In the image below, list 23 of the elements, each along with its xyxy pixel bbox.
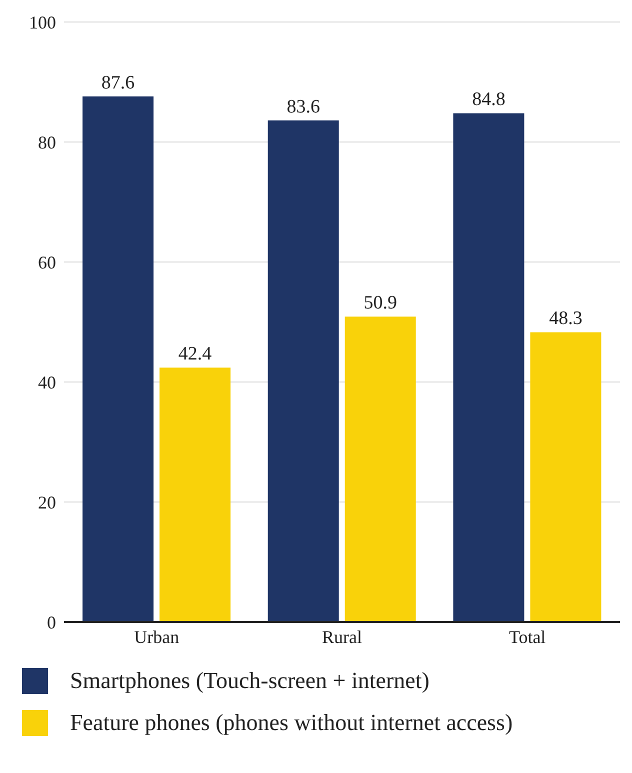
y-tick-label: 60 — [38, 252, 56, 272]
data-label: 84.8 — [472, 89, 506, 110]
bar — [268, 120, 339, 622]
data-label: 48.3 — [549, 308, 582, 330]
y-tick-label: 40 — [38, 372, 56, 392]
y-tick-label: 80 — [38, 132, 56, 152]
data-label: 87.6 — [101, 72, 135, 94]
data-label: 83.6 — [286, 96, 320, 118]
legend-label: Feature phones (phones without internet access) — [70, 709, 513, 737]
x-tick-label: Rural — [322, 626, 362, 647]
x-tick-label: Total — [508, 626, 546, 647]
bar — [453, 113, 524, 622]
bar — [530, 332, 602, 622]
x-tick-label: Urban — [134, 626, 180, 647]
bar — [82, 96, 154, 622]
y-tick-label: 100 — [29, 12, 56, 32]
legend-label: Smartphones (Touch-screen + internet) — [70, 667, 430, 695]
bar — [160, 368, 231, 622]
data-label: 50.9 — [364, 292, 397, 314]
data-label: 42.4 — [178, 344, 212, 365]
y-tick-label: 20 — [38, 492, 56, 512]
y-tick-label: 0 — [47, 612, 56, 632]
bar — [344, 316, 416, 622]
